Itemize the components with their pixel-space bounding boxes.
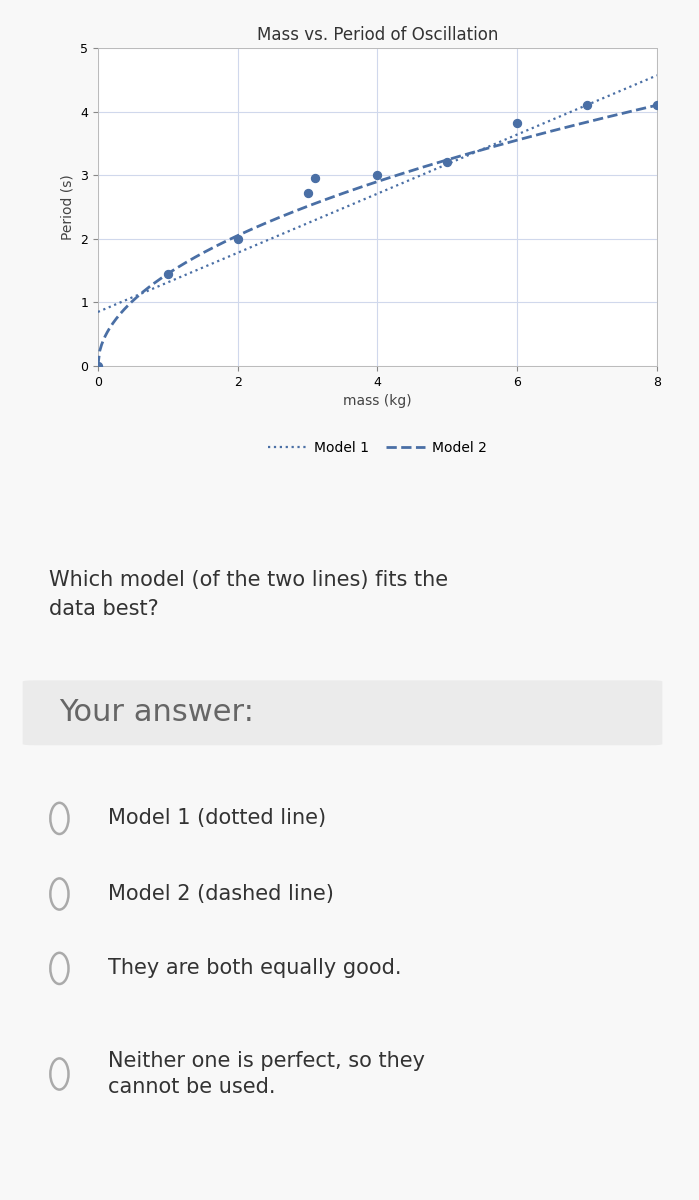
Point bbox=[372, 166, 383, 185]
Model 2 bbox=[600, 110, 609, 125]
Point bbox=[162, 264, 173, 283]
Model 1 bbox=[436, 160, 445, 174]
Text: Model 1 (dotted line): Model 1 (dotted line) bbox=[108, 809, 326, 828]
Text: Your answer:: Your answer: bbox=[59, 698, 254, 727]
Text: Which model (of the two lines) fits the
data best?: Which model (of the two lines) fits the … bbox=[49, 570, 448, 619]
Point bbox=[92, 356, 103, 376]
FancyBboxPatch shape bbox=[22, 680, 663, 745]
Text: Model 2 (dashed line): Model 2 (dashed line) bbox=[108, 884, 334, 904]
Point bbox=[651, 96, 663, 115]
Y-axis label: Period (s): Period (s) bbox=[61, 174, 75, 240]
Line: Model 1: Model 1 bbox=[98, 76, 657, 312]
Model 1 bbox=[96, 304, 104, 318]
Model 2 bbox=[425, 158, 433, 173]
Text: They are both equally good.: They are both equally good. bbox=[108, 959, 402, 978]
Point bbox=[442, 152, 453, 172]
Point bbox=[582, 96, 593, 115]
Point bbox=[232, 229, 243, 248]
Model 2 bbox=[653, 98, 661, 113]
X-axis label: mass (kg): mass (kg) bbox=[343, 395, 412, 408]
Model 1 bbox=[425, 164, 433, 179]
Legend: Model 1, Model 2: Model 1, Model 2 bbox=[263, 436, 492, 461]
Model 1 bbox=[653, 68, 661, 83]
Line: Model 2: Model 2 bbox=[98, 106, 657, 366]
Model 1 bbox=[600, 90, 609, 104]
Model 2 bbox=[565, 119, 573, 133]
Point bbox=[512, 114, 523, 133]
Model 2 bbox=[94, 359, 102, 373]
Text: Neither one is perfect, so they
cannot be used.: Neither one is perfect, so they cannot b… bbox=[108, 1051, 426, 1097]
Model 2 bbox=[436, 155, 445, 169]
Model 2 bbox=[426, 157, 435, 172]
Title: Mass vs. Period of Oscillation: Mass vs. Period of Oscillation bbox=[257, 25, 498, 43]
Model 1 bbox=[94, 305, 102, 319]
Model 2 bbox=[96, 343, 104, 358]
Point bbox=[309, 169, 320, 188]
Model 1 bbox=[565, 106, 573, 120]
Point bbox=[302, 184, 313, 203]
Model 1 bbox=[426, 164, 435, 179]
